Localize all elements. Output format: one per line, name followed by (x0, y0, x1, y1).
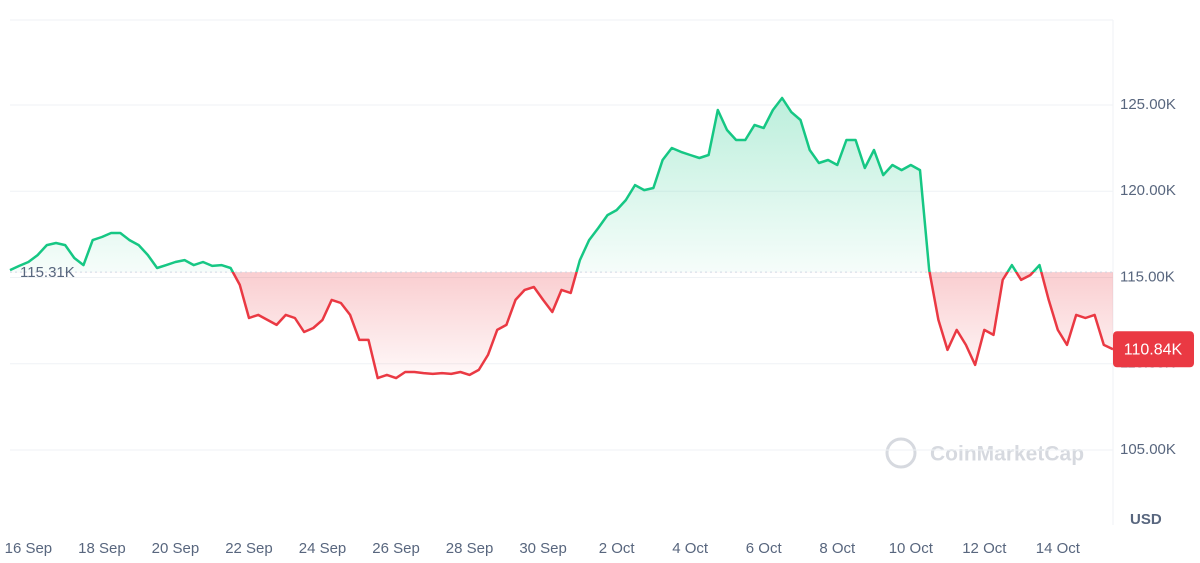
x-tick-label: 26 Sep (372, 540, 420, 557)
y-tick-label: 105.00K (1120, 441, 1176, 458)
watermark-logo (885, 437, 917, 469)
baseline-label: 115.31K (20, 264, 75, 281)
area-fill (10, 98, 1113, 379)
watermark: CoinMarketCap (885, 437, 1084, 469)
x-tick-label: 6 Oct (746, 540, 783, 557)
x-tick-label: 30 Sep (519, 540, 567, 557)
x-tick-label: 24 Sep (299, 540, 347, 557)
price-line (9, 96, 1114, 380)
x-tick-label: 16 Sep (5, 540, 53, 557)
x-tick-label: 14 Oct (1036, 540, 1081, 557)
x-tick-label: 2 Oct (599, 540, 636, 557)
currency-label: USD (1130, 511, 1162, 528)
price-tag (1113, 331, 1194, 368)
y-tick-label: 115.00K (1120, 268, 1175, 285)
x-tick-label: 28 Sep (446, 540, 494, 557)
x-tick-label: 20 Sep (152, 540, 200, 557)
watermark-text: CoinMarketCap (930, 443, 1084, 466)
y-tick-label: 120.00K (1120, 182, 1176, 199)
x-tick-label: 10 Oct (889, 540, 934, 557)
x-tick-label: 4 Oct (672, 540, 709, 557)
x-tick-label: 22 Sep (225, 540, 273, 557)
price-tag-label: 110.84K (1124, 341, 1183, 358)
y-tick-label: 125.00K (1120, 96, 1176, 113)
x-tick-label: 8 Oct (819, 540, 856, 557)
x-tick-label: 12 Oct (962, 540, 1007, 557)
x-tick-label: 18 Sep (78, 540, 126, 557)
